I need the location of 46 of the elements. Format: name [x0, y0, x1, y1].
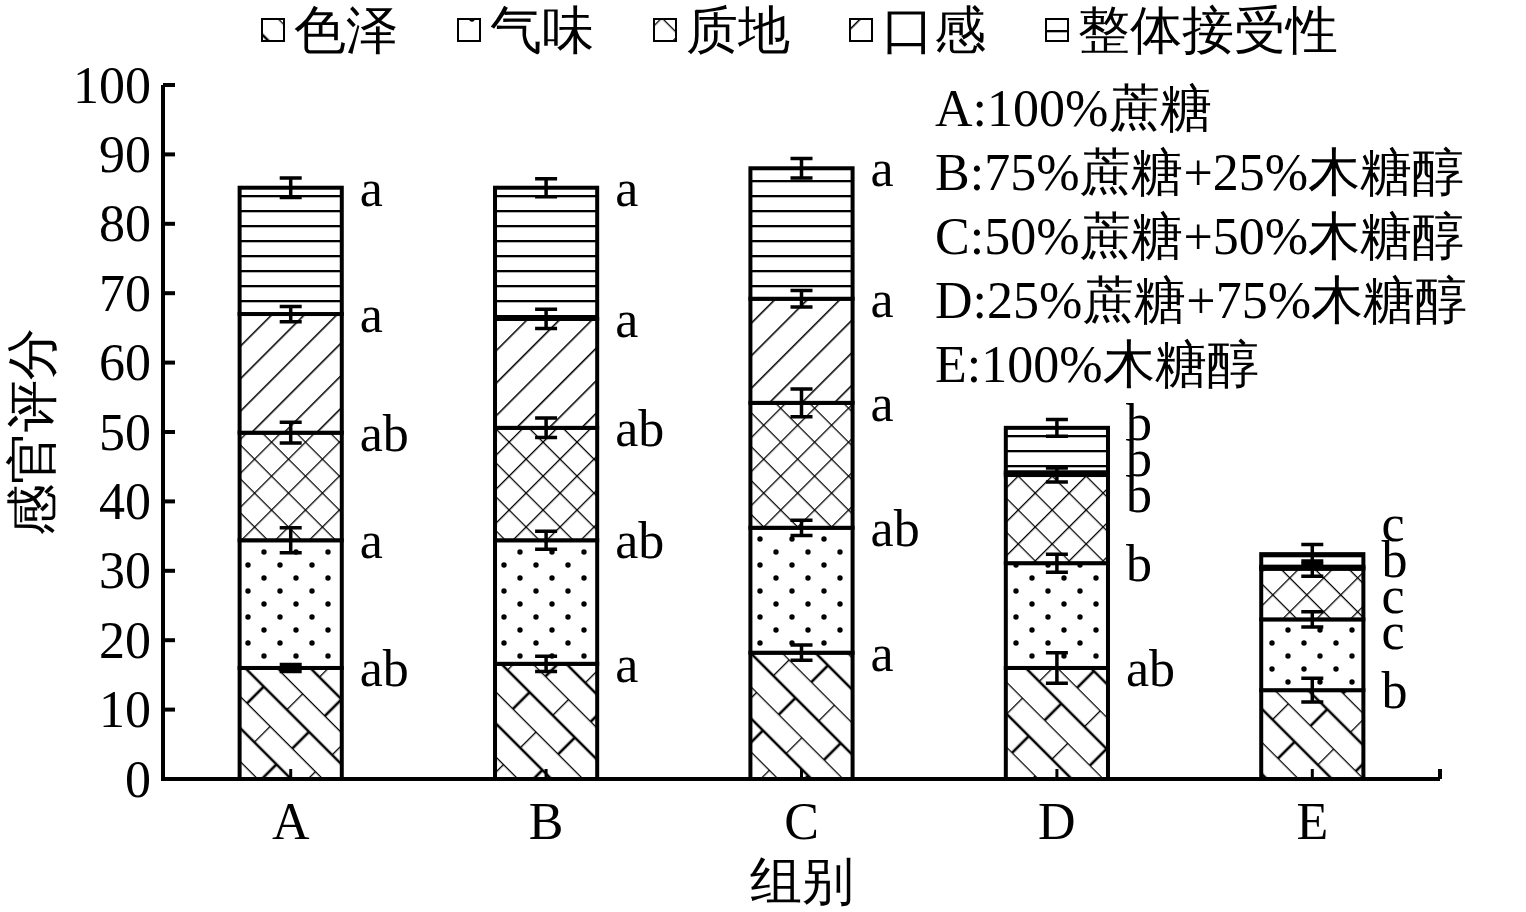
legend-label: 气味 [490, 1, 594, 59]
annotation: E:100%木糖醇 [935, 335, 1259, 393]
legend-label: 色泽 [294, 1, 398, 59]
annotation: A:100%蔗糖 [935, 79, 1213, 137]
annotation: a [870, 270, 894, 328]
annotation: b [1381, 661, 1408, 719]
y-tick-label: 80 [99, 195, 151, 253]
x-axis-title: 组别 [749, 852, 854, 910]
annotation: ab [615, 511, 665, 569]
annotation: ab [1125, 639, 1176, 697]
x-tick-label: B [528, 792, 564, 850]
annotation: ab [615, 399, 665, 457]
annotation: C:50%蔗糖+50%木糖醇 [935, 207, 1465, 265]
y-tick-label: 100 [73, 56, 151, 114]
annotation: a [870, 139, 894, 197]
annotation: ab [870, 499, 920, 557]
annotation: ab [359, 639, 409, 697]
annotation: a [615, 635, 639, 693]
annotation: a [359, 159, 383, 217]
annotation: ab [359, 404, 409, 462]
annotation: b [1125, 534, 1152, 592]
y-tick-label: 30 [99, 542, 151, 600]
legend-label: 整体接受性 [1078, 1, 1338, 59]
annotation: a [870, 374, 894, 432]
x-tick-label: C [784, 792, 819, 850]
annotation: B:75%蔗糖+25%木糖醇 [935, 143, 1465, 201]
annotation: a [615, 159, 639, 217]
y-tick-label: 10 [99, 681, 151, 739]
legend-label: 口感 [882, 1, 986, 59]
y-tick-label: 70 [99, 264, 151, 322]
annotation: a [870, 624, 894, 682]
annotation: a [615, 290, 639, 348]
annotation: a [359, 511, 383, 569]
y-tick-label: 60 [99, 334, 151, 392]
y-tick-label: 20 [99, 611, 151, 669]
y-tick-label: 0 [125, 750, 151, 808]
y-tick-label: 50 [99, 403, 151, 461]
y-axis-title: 感官评分 [3, 328, 61, 536]
x-tick-label: D [1038, 792, 1076, 850]
annotation: D:25%蔗糖+75%木糖醇 [935, 271, 1467, 329]
y-tick-label: 90 [99, 125, 151, 183]
annotation: a [359, 285, 383, 343]
y-tick-label: 40 [99, 472, 151, 530]
x-tick-label: E [1296, 792, 1329, 850]
x-tick-label: A [271, 792, 310, 850]
legend-label: 质地 [686, 1, 790, 59]
